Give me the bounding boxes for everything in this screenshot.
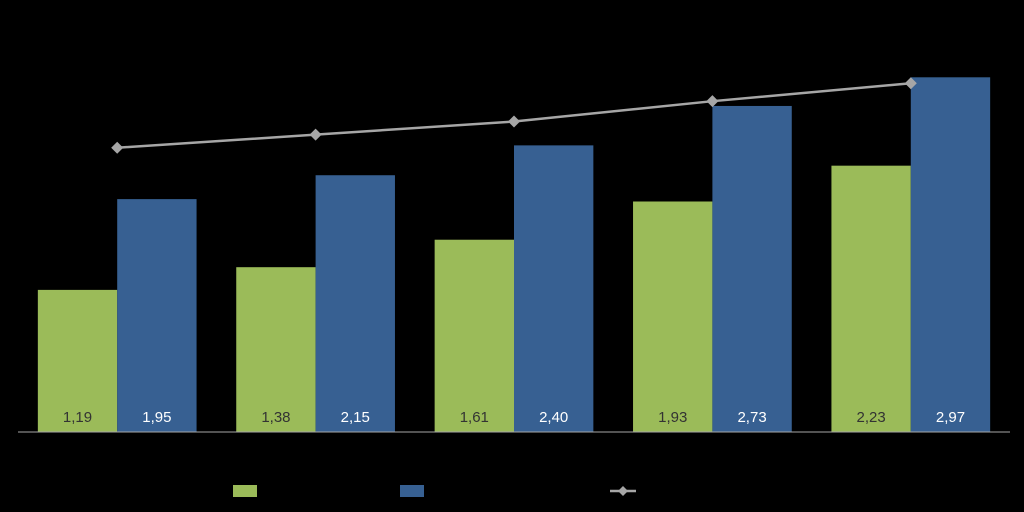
value-label: 2,97 [936, 409, 965, 426]
legend-marker [618, 486, 628, 496]
bar [117, 199, 197, 432]
value-label: 1,95 [142, 409, 171, 426]
line-marker [309, 128, 322, 141]
legend-swatch [400, 485, 424, 497]
value-label: 2,23 [857, 409, 886, 426]
line-marker [508, 115, 520, 128]
bar [712, 105, 792, 433]
value-label: 2,40 [539, 409, 568, 426]
bar [236, 267, 316, 432]
bar [514, 145, 594, 432]
value-label: 1,61 [460, 409, 489, 426]
bar [315, 175, 395, 432]
value-label: 1,38 [261, 409, 290, 426]
bar [910, 77, 991, 432]
line-marker [904, 77, 917, 90]
value-label: 1,93 [658, 409, 687, 426]
value-label: 1,19 [63, 409, 92, 426]
bar [37, 289, 118, 432]
bar [831, 165, 911, 432]
value-label: 2,73 [737, 409, 766, 426]
bar [434, 239, 514, 432]
bar [633, 201, 713, 432]
line-marker [111, 141, 124, 154]
value-label: 2,15 [341, 409, 370, 426]
legend-swatch [233, 485, 257, 497]
line-marker [706, 95, 719, 108]
